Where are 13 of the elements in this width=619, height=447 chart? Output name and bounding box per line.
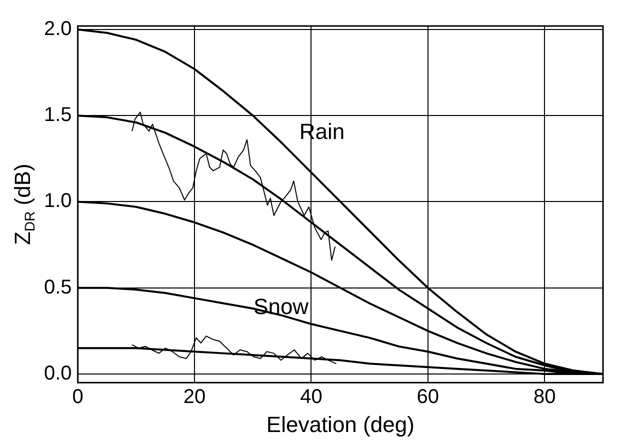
y-tick-label: 0.0: [44, 362, 72, 384]
y-tick-label: 1.0: [44, 190, 72, 212]
x-tick-label: 40: [300, 386, 322, 408]
y-axis-title: ZDR (dB): [10, 164, 38, 245]
y-tick-label: 0.5: [44, 276, 72, 298]
x-tick-label: 20: [183, 386, 206, 408]
x-tick-label: 0: [72, 386, 84, 408]
y-tick-label: 2.0: [44, 18, 72, 40]
y-tick-label: 1.5: [44, 104, 72, 126]
annotation: Snow: [254, 294, 309, 319]
x-tick-label: 60: [416, 386, 440, 408]
x-tick-label: 80: [534, 386, 556, 408]
x-axis-title: Elevation (deg): [266, 412, 414, 437]
